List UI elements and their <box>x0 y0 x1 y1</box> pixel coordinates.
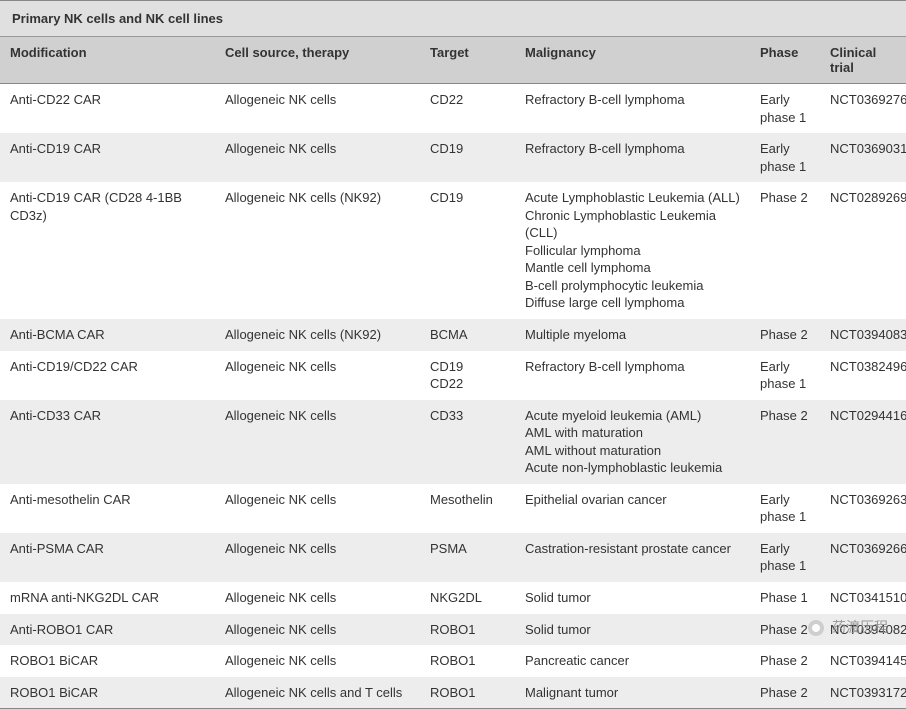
table-body: Anti-CD22 CARAllogeneic NK cellsCD22Refr… <box>0 84 906 709</box>
cell-phase: Phase 2 <box>750 614 820 646</box>
cell-source: Allogeneic NK cells <box>215 614 420 646</box>
table-row: Anti-CD22 CARAllogeneic NK cellsCD22Refr… <box>0 84 906 134</box>
cell-trial: NCT03940820 <box>820 614 906 646</box>
cell-modification: ROBO1 BiCAR <box>0 677 215 709</box>
table-row: Anti-ROBO1 CARAllogeneic NK cellsROBO1So… <box>0 614 906 646</box>
table-row: mRNA anti-NKG2DL CARAllogeneic NK cellsN… <box>0 582 906 614</box>
cell-source: Allogeneic NK cells <box>215 84 420 134</box>
cell-modification: Anti-CD19 CAR (CD28 4-1BB CD3z) <box>0 182 215 319</box>
table-row: ROBO1 BiCARAllogeneic NK cells and T cel… <box>0 677 906 709</box>
cell-phase: Phase 2 <box>750 319 820 351</box>
cell-source: Allogeneic NK cells and T cells <box>215 677 420 709</box>
cell-source: Allogeneic NK cells <box>215 582 420 614</box>
cell-modification: Anti-BCMA CAR <box>0 319 215 351</box>
cell-malignancy: Acute Lymphoblastic Leukemia (ALL) Chron… <box>515 182 750 319</box>
col-header: Clinical trial <box>820 37 906 84</box>
cell-modification: Anti-CD33 CAR <box>0 400 215 484</box>
cell-target: ROBO1 <box>420 614 515 646</box>
cell-malignancy: Epithelial ovarian cancer <box>515 484 750 533</box>
cell-modification: Anti-PSMA CAR <box>0 533 215 582</box>
cell-phase: Phase 2 <box>750 645 820 677</box>
table-row: Anti-PSMA CARAllogeneic NK cellsPSMACast… <box>0 533 906 582</box>
cell-target: NKG2DL <box>420 582 515 614</box>
cell-trial: NCT03931720 <box>820 677 906 709</box>
cell-target: CD19 <box>420 182 515 319</box>
cell-trial: NCT03692637 <box>820 484 906 533</box>
nk-cells-table-container: Primary NK cells and NK cell lines Modif… <box>0 0 906 709</box>
cell-target: CD33 <box>420 400 515 484</box>
cell-phase: Early phase 1 <box>750 484 820 533</box>
cell-trial: NCT03692663 <box>820 533 906 582</box>
section-title: Primary NK cells and NK cell lines <box>0 1 906 37</box>
cell-phase: Phase 2 <box>750 677 820 709</box>
cell-modification: Anti-mesothelin CAR <box>0 484 215 533</box>
cell-modification: ROBO1 BiCAR <box>0 645 215 677</box>
clinical-trials-table: ModificationCell source, therapyTargetMa… <box>0 37 906 708</box>
cell-malignancy: Acute myeloid leukemia (AML) AML with ma… <box>515 400 750 484</box>
table-header-row: ModificationCell source, therapyTargetMa… <box>0 37 906 84</box>
cell-malignancy: Pancreatic cancer <box>515 645 750 677</box>
col-header: Modification <box>0 37 215 84</box>
cell-phase: Early phase 1 <box>750 133 820 182</box>
cell-source: Allogeneic NK cells (NK92) <box>215 182 420 319</box>
cell-target: CD19 <box>420 133 515 182</box>
cell-modification: Anti-CD22 CAR <box>0 84 215 134</box>
cell-trial: NCT03690310 <box>820 133 906 182</box>
cell-malignancy: Refractory B-cell lymphoma <box>515 351 750 400</box>
cell-source: Allogeneic NK cells <box>215 351 420 400</box>
cell-trial: NCT02892695 <box>820 182 906 319</box>
table-row: Anti-BCMA CARAllogeneic NK cells (NK92)B… <box>0 319 906 351</box>
table-row: Anti-CD33 CARAllogeneic NK cellsCD33Acut… <box>0 400 906 484</box>
cell-target: BCMA <box>420 319 515 351</box>
cell-malignancy: Multiple myeloma <box>515 319 750 351</box>
cell-trial: NCT03941457 <box>820 645 906 677</box>
cell-target: PSMA <box>420 533 515 582</box>
cell-phase: Phase 2 <box>750 182 820 319</box>
cell-malignancy: Solid tumor <box>515 614 750 646</box>
cell-phase: Early phase 1 <box>750 351 820 400</box>
cell-target: ROBO1 <box>420 677 515 709</box>
cell-target: CD19 CD22 <box>420 351 515 400</box>
cell-source: Allogeneic NK cells <box>215 533 420 582</box>
cell-trial: NCT03692767 <box>820 84 906 134</box>
cell-source: Allogeneic NK cells <box>215 645 420 677</box>
cell-trial: NCT03940833 <box>820 319 906 351</box>
col-header: Malignancy <box>515 37 750 84</box>
cell-malignancy: Malignant tumor <box>515 677 750 709</box>
cell-target: Mesothelin <box>420 484 515 533</box>
cell-source: Allogeneic NK cells <box>215 400 420 484</box>
cell-phase: Phase 1 <box>750 582 820 614</box>
table-row: Anti-CD19/CD22 CARAllogeneic NK cellsCD1… <box>0 351 906 400</box>
cell-malignancy: Refractory B-cell lymphoma <box>515 133 750 182</box>
cell-malignancy: Castration-resistant prostate cancer <box>515 533 750 582</box>
table-row: Anti-mesothelin CARAllogeneic NK cellsMe… <box>0 484 906 533</box>
cell-trial: NCT02944162 <box>820 400 906 484</box>
cell-modification: Anti-ROBO1 CAR <box>0 614 215 646</box>
cell-modification: Anti-CD19 CAR <box>0 133 215 182</box>
cell-malignancy: Solid tumor <box>515 582 750 614</box>
cell-modification: Anti-CD19/CD22 CAR <box>0 351 215 400</box>
cell-target: CD22 <box>420 84 515 134</box>
col-header: Phase <box>750 37 820 84</box>
cell-malignancy: Refractory B-cell lymphoma <box>515 84 750 134</box>
cell-modification: mRNA anti-NKG2DL CAR <box>0 582 215 614</box>
table-row: Anti-CD19 CAR (CD28 4-1BB CD3z)Allogenei… <box>0 182 906 319</box>
cell-target: ROBO1 <box>420 645 515 677</box>
cell-source: Allogeneic NK cells (NK92) <box>215 319 420 351</box>
cell-source: Allogeneic NK cells <box>215 484 420 533</box>
cell-source: Allogeneic NK cells <box>215 133 420 182</box>
cell-trial: NCT03415100 <box>820 582 906 614</box>
col-header: Cell source, therapy <box>215 37 420 84</box>
table-row: ROBO1 BiCARAllogeneic NK cellsROBO1Pancr… <box>0 645 906 677</box>
cell-trial: NCT03824964 <box>820 351 906 400</box>
cell-phase: Phase 2 <box>750 400 820 484</box>
col-header: Target <box>420 37 515 84</box>
table-row: Anti-CD19 CARAllogeneic NK cellsCD19Refr… <box>0 133 906 182</box>
cell-phase: Early phase 1 <box>750 84 820 134</box>
cell-phase: Early phase 1 <box>750 533 820 582</box>
